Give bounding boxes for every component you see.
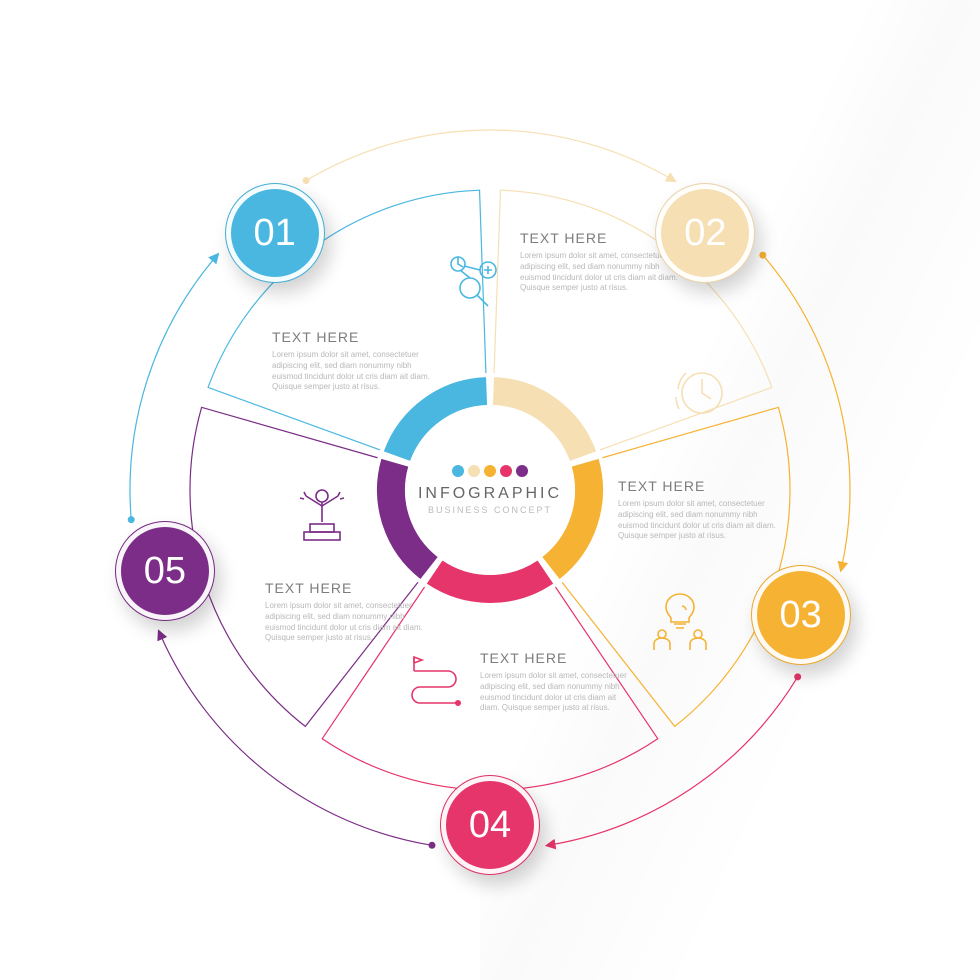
center-subtitle: BUSINESS CONCEPT: [428, 505, 552, 515]
center-color-dots: [452, 465, 528, 477]
step-body: Lorem ipsum dolor sit amet, consectetuer…: [480, 671, 635, 714]
step-number: 04: [469, 804, 511, 847]
clock-icon: [666, 359, 730, 423]
step-badge-04: 04: [440, 775, 540, 875]
step-text-04: TEXT HERE Lorem ipsum dolor sit amet, con…: [480, 650, 635, 714]
step-title: TEXT HERE: [480, 650, 635, 666]
idea-team-icon: [648, 588, 712, 652]
step-title: TEXT HERE: [272, 329, 442, 345]
step-number: 01: [254, 212, 296, 255]
step-number: 03: [779, 594, 821, 637]
center-title: INFOGRAPHIC: [418, 485, 562, 503]
step-title: TEXT HERE: [265, 580, 435, 596]
roadmap-icon: [402, 651, 466, 715]
step-badge-02: 02: [655, 183, 755, 283]
step-badge-03: 03: [751, 565, 851, 665]
step-body: Lorem ipsum dolor sit amet, consectetuer…: [618, 499, 788, 542]
center-dot: [452, 465, 464, 477]
step-text-05: TEXT HERE Lorem ipsum dolor sit amet, con…: [265, 580, 435, 644]
analytics-icon: [440, 250, 504, 314]
step-badge-05: 05: [115, 521, 215, 621]
step-text-01: TEXT HERE Lorem ipsum dolor sit amet, con…: [272, 329, 442, 393]
center-dot: [516, 465, 528, 477]
step-number: 02: [684, 212, 726, 255]
step-title: TEXT HERE: [618, 478, 788, 494]
center-dot: [500, 465, 512, 477]
center-dot: [484, 465, 496, 477]
step-text-03: TEXT HERE Lorem ipsum dolor sit amet, con…: [618, 478, 788, 542]
center-hub: INFOGRAPHIC BUSINESS CONCEPT: [405, 405, 575, 575]
person-cheer-icon: [290, 484, 354, 548]
step-badge-01: 01: [225, 183, 325, 283]
step-body: Lorem ipsum dolor sit amet, consectetuer…: [272, 350, 442, 393]
center-dot: [468, 465, 480, 477]
step-number: 05: [144, 550, 186, 593]
step-body: Lorem ipsum dolor sit amet, consectetuer…: [265, 601, 435, 644]
infographic-stage: INFOGRAPHIC BUSINESS CONCEPT 01 TEXT HERE…: [90, 90, 890, 890]
